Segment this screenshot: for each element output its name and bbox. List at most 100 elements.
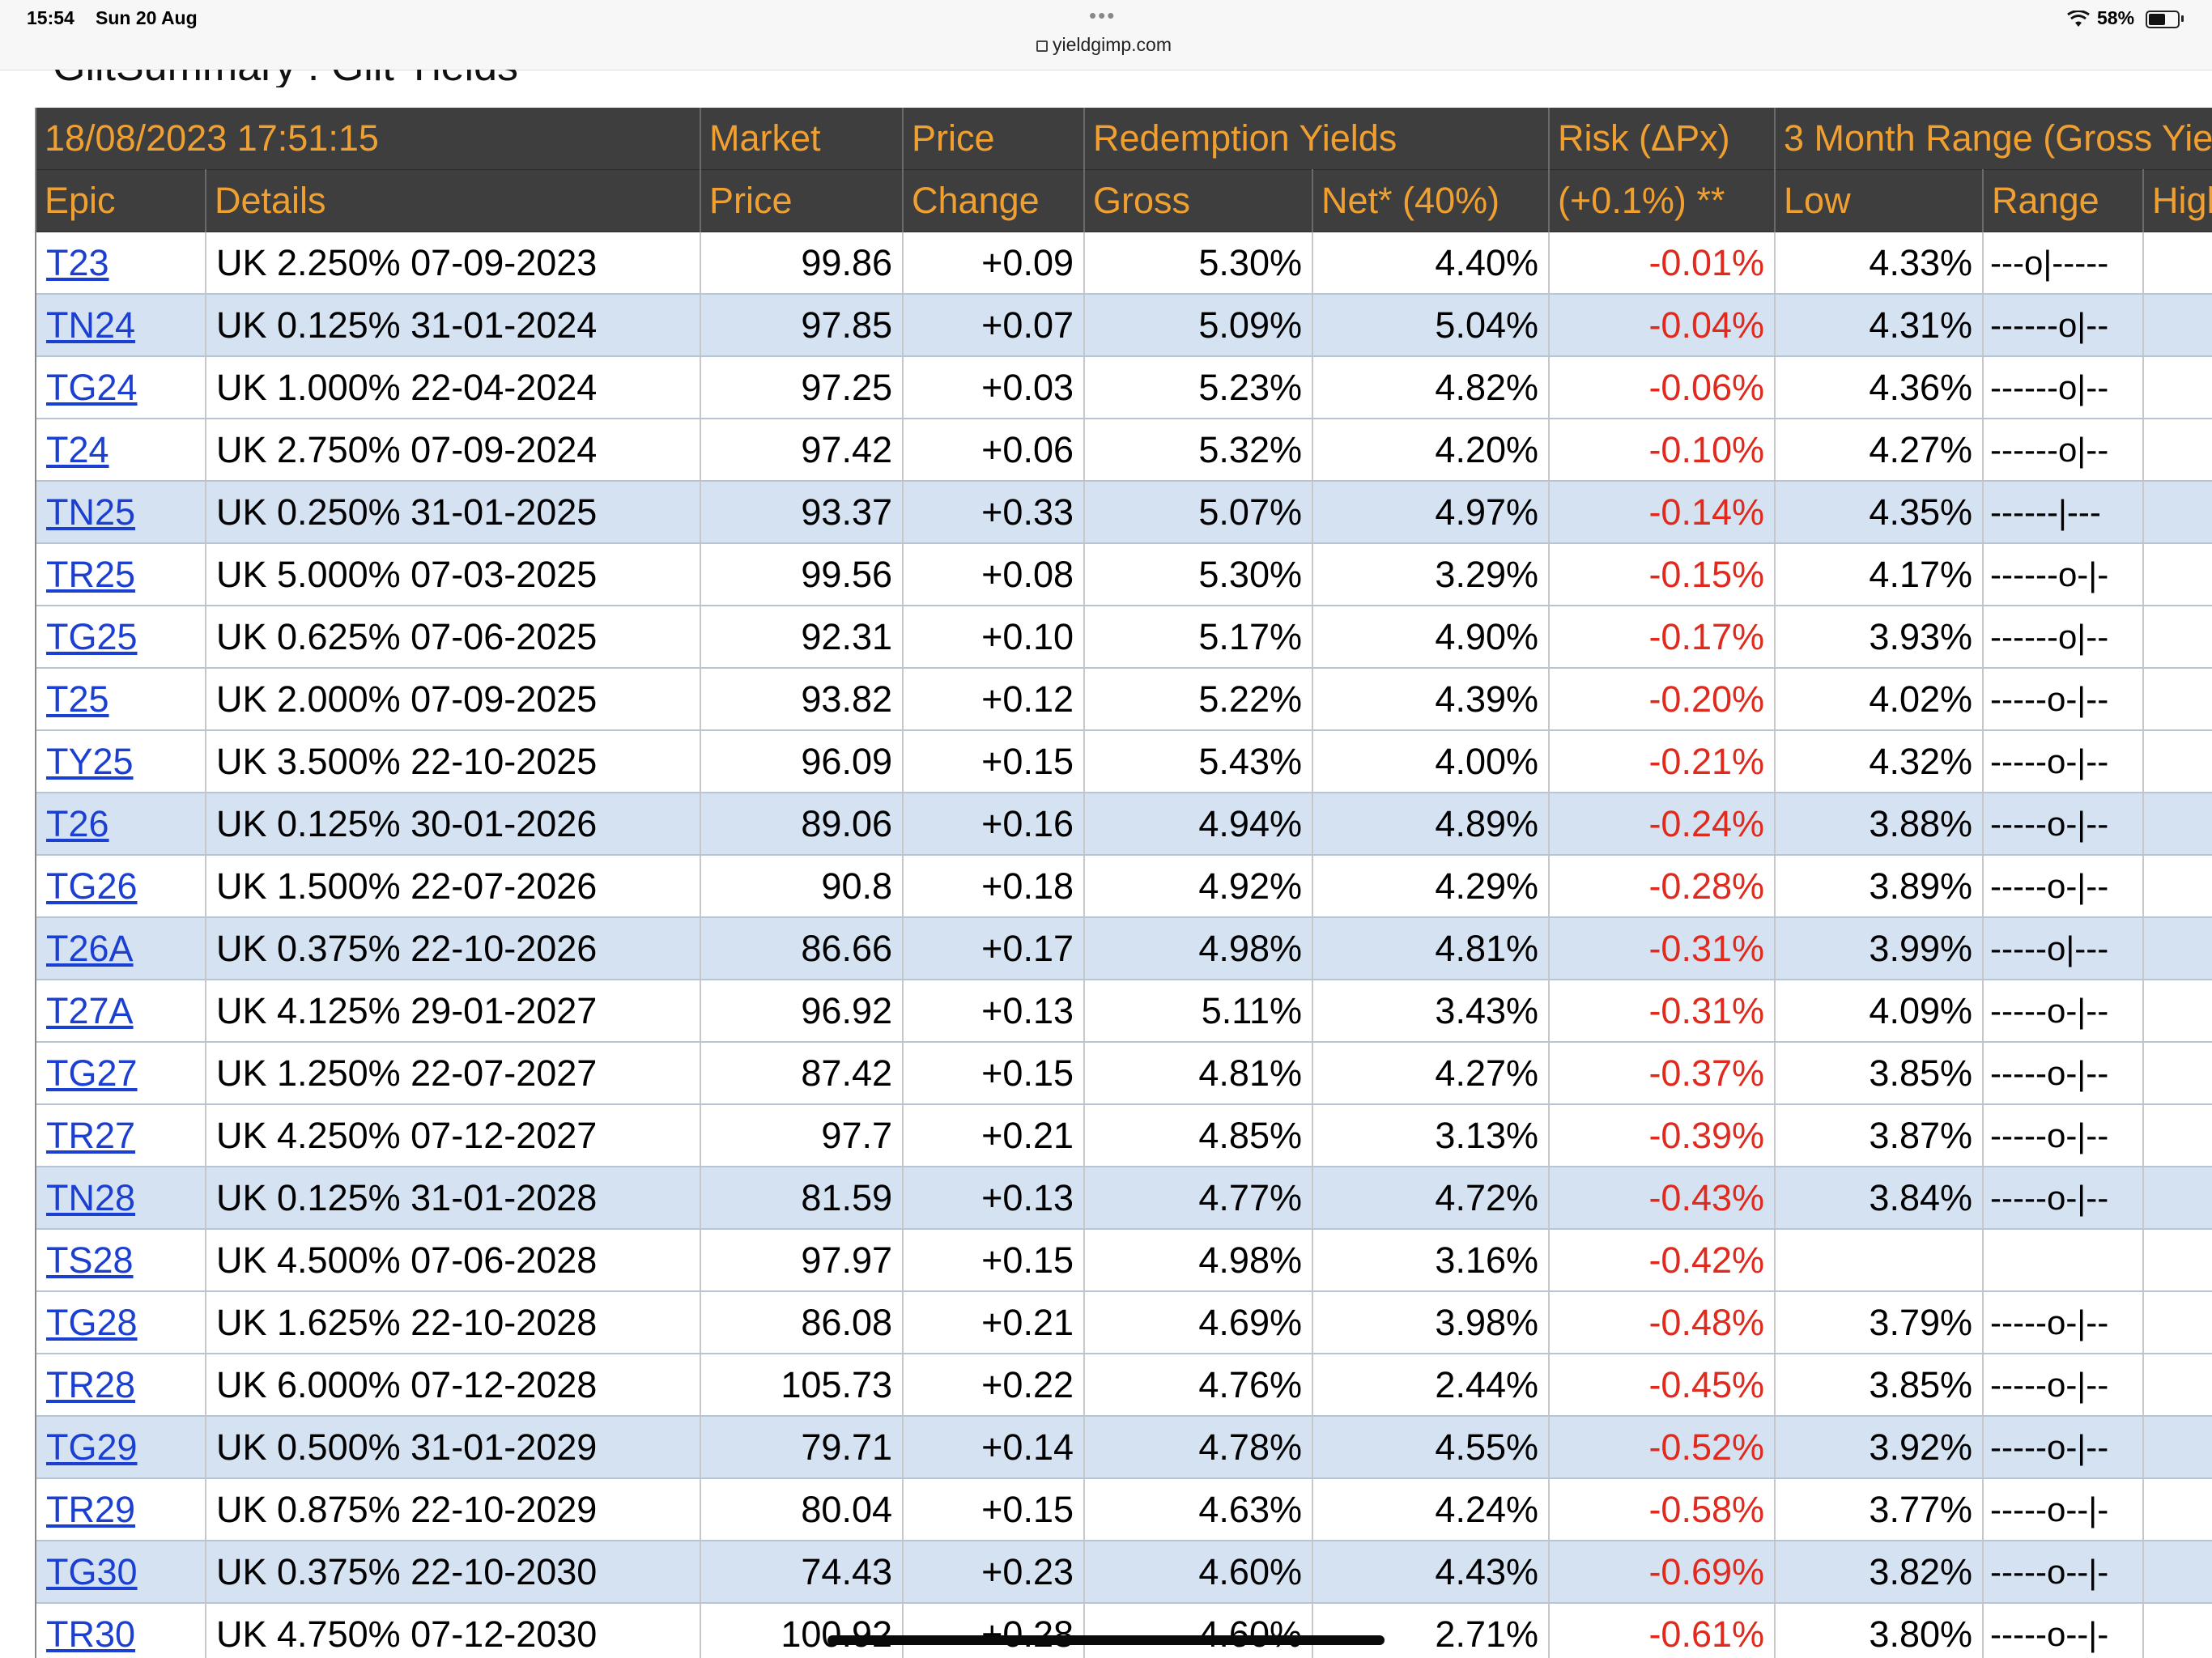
- price-change-cell: +0.28: [903, 1603, 1086, 1658]
- lock-icon: [1036, 40, 1048, 52]
- epic-link[interactable]: TR28: [46, 1363, 136, 1405]
- epic-link[interactable]: T27A: [46, 989, 134, 1031]
- price-change-cell: +0.15: [903, 1042, 1086, 1105]
- table-row: TG29 UK 0.500% 31-01-2029 79.71 +0.14 4.78% 4…: [36, 1416, 2212, 1479]
- epic-link[interactable]: T24: [46, 428, 109, 470]
- net-yield-cell: 4.89%: [1312, 793, 1551, 856]
- epic-link[interactable]: TR29: [46, 1488, 136, 1530]
- epic-cell: TG25: [36, 606, 206, 669]
- epic-link[interactable]: TG26: [46, 865, 138, 907]
- epic-link[interactable]: TN24: [46, 304, 136, 346]
- low-yield-cell: 3.93%: [1775, 606, 1984, 669]
- header-risk: Risk (ΔPx): [1549, 108, 1776, 170]
- high-yield-cell: [2143, 294, 2212, 357]
- low-yield-cell: 4.17%: [1775, 543, 1984, 606]
- net-yield-cell: 4.29%: [1312, 855, 1551, 918]
- low-yield-cell: 3.99%: [1775, 917, 1984, 980]
- risk-cell: -0.45%: [1549, 1354, 1776, 1417]
- epic-link[interactable]: TN25: [46, 491, 136, 533]
- market-price-cell: 97.42: [700, 419, 904, 482]
- epic-link[interactable]: TG25: [46, 615, 138, 657]
- battery-percent: 58%: [2097, 7, 2135, 28]
- net-yield-cell: 2.71%: [1312, 1603, 1551, 1658]
- high-yield-cell: [2143, 668, 2212, 731]
- range-cell: -----o-|--: [1983, 1167, 2145, 1230]
- gilt-table-container[interactable]: 18/08/2023 17:51:15 Market Price Redempt…: [35, 108, 2212, 1658]
- epic-link[interactable]: TR27: [46, 1114, 136, 1156]
- epic-cell: TG24: [36, 356, 206, 419]
- table-row: T26A UK 0.375% 22-10-2026 86.66 +0.17 4.98% 4…: [36, 917, 2212, 980]
- gross-yield-cell: 4.60%: [1084, 1541, 1314, 1604]
- epic-link[interactable]: T26: [46, 802, 109, 844]
- epic-link[interactable]: T25: [46, 678, 109, 720]
- low-yield-cell: 3.85%: [1775, 1042, 1984, 1105]
- table-row: TS28 UK 4.500% 07-06-2028 97.97 +0.15 4.98% 3…: [36, 1229, 2212, 1292]
- details-cell: UK 6.000% 07-12-2028: [206, 1354, 702, 1417]
- table-row: TR28 UK 6.000% 07-12-2028 105.73 +0.22 4.76%…: [36, 1354, 2212, 1417]
- high-yield-cell: [2143, 1291, 2212, 1354]
- gilt-table-body: T23 UK 2.250% 07-09-2023 99.86 +0.09 5.30% 4.…: [36, 232, 2212, 1658]
- details-cell: UK 2.250% 07-09-2023: [206, 232, 702, 295]
- epic-link[interactable]: TG28: [46, 1301, 138, 1343]
- high-yield-cell: [2143, 855, 2212, 918]
- header-epic: Epic: [36, 169, 206, 232]
- low-yield-cell: 3.80%: [1775, 1603, 1984, 1658]
- price-change-cell: +0.12: [903, 668, 1086, 731]
- header-3-month-range: 3 Month Range (Gross Yield): [1775, 108, 2212, 170]
- high-yield-cell: [2143, 1229, 2212, 1292]
- net-yield-cell: 3.13%: [1312, 1104, 1551, 1167]
- market-price-cell: 74.43: [700, 1541, 904, 1604]
- gross-yield-cell: 4.98%: [1084, 917, 1314, 980]
- gross-yield-cell: 5.30%: [1084, 232, 1314, 295]
- header-market-price: Price: [700, 169, 904, 232]
- market-price-cell: 99.86: [700, 232, 904, 295]
- epic-cell: T24: [36, 419, 206, 482]
- high-yield-cell: [2143, 730, 2212, 793]
- address-bar[interactable]: yieldgimp.com: [1036, 34, 1172, 56]
- price-change-cell: +0.13: [903, 980, 1086, 1043]
- low-yield-cell: 4.33%: [1775, 232, 1984, 295]
- price-change-cell: +0.21: [903, 1291, 1086, 1354]
- epic-link[interactable]: TG30: [46, 1550, 138, 1592]
- gross-yield-cell: 5.43%: [1084, 730, 1314, 793]
- range-cell: -----o--|-: [1983, 1541, 2145, 1604]
- net-yield-cell: 4.82%: [1312, 356, 1551, 419]
- risk-cell: -0.52%: [1549, 1416, 1776, 1479]
- range-cell: -----o-|--: [1983, 1416, 2145, 1479]
- epic-link[interactable]: TN28: [46, 1176, 136, 1218]
- epic-link[interactable]: TG27: [46, 1052, 138, 1094]
- multitasking-dots-icon[interactable]: •••: [1089, 3, 1117, 28]
- net-yield-cell: 4.97%: [1312, 481, 1551, 544]
- price-change-cell: +0.33: [903, 481, 1086, 544]
- table-row: T25 UK 2.000% 07-09-2025 93.82 +0.12 5.22% 4.…: [36, 668, 2212, 731]
- epic-link[interactable]: TR25: [46, 553, 136, 595]
- market-price-cell: 96.92: [700, 980, 904, 1043]
- high-yield-cell: [2143, 1104, 2212, 1167]
- gross-yield-cell: 4.76%: [1084, 1354, 1314, 1417]
- epic-link[interactable]: T26A: [46, 927, 134, 969]
- epic-cell: T25: [36, 668, 206, 731]
- epic-link[interactable]: T23: [46, 241, 109, 283]
- risk-cell: -0.39%: [1549, 1104, 1776, 1167]
- table-row: T23 UK 2.250% 07-09-2023 99.86 +0.09 5.30% 4.…: [36, 232, 2212, 295]
- gross-yield-cell: 4.69%: [1084, 1291, 1314, 1354]
- gross-yield-cell: 5.07%: [1084, 481, 1314, 544]
- epic-cell: T27A: [36, 980, 206, 1043]
- home-indicator[interactable]: [827, 1635, 1385, 1645]
- epic-link[interactable]: TG29: [46, 1426, 138, 1468]
- epic-link[interactable]: TR30: [46, 1613, 136, 1655]
- low-yield-cell: 3.89%: [1775, 855, 1984, 918]
- price-change-cell: +0.18: [903, 855, 1086, 918]
- market-price-cell: 86.08: [700, 1291, 904, 1354]
- epic-cell: TG29: [36, 1416, 206, 1479]
- high-yield-cell: [2143, 1167, 2212, 1230]
- low-yield-cell: [1775, 1229, 1984, 1292]
- details-cell: UK 5.000% 07-03-2025: [206, 543, 702, 606]
- table-row: TY25 UK 3.500% 22-10-2025 96.09 +0.15 5.43% 4…: [36, 730, 2212, 793]
- risk-cell: -0.04%: [1549, 294, 1776, 357]
- net-yield-cell: 4.00%: [1312, 730, 1551, 793]
- risk-cell: -0.15%: [1549, 543, 1776, 606]
- epic-link[interactable]: TY25: [46, 740, 134, 782]
- epic-link[interactable]: TS28: [46, 1239, 134, 1281]
- epic-link[interactable]: TG24: [46, 366, 138, 408]
